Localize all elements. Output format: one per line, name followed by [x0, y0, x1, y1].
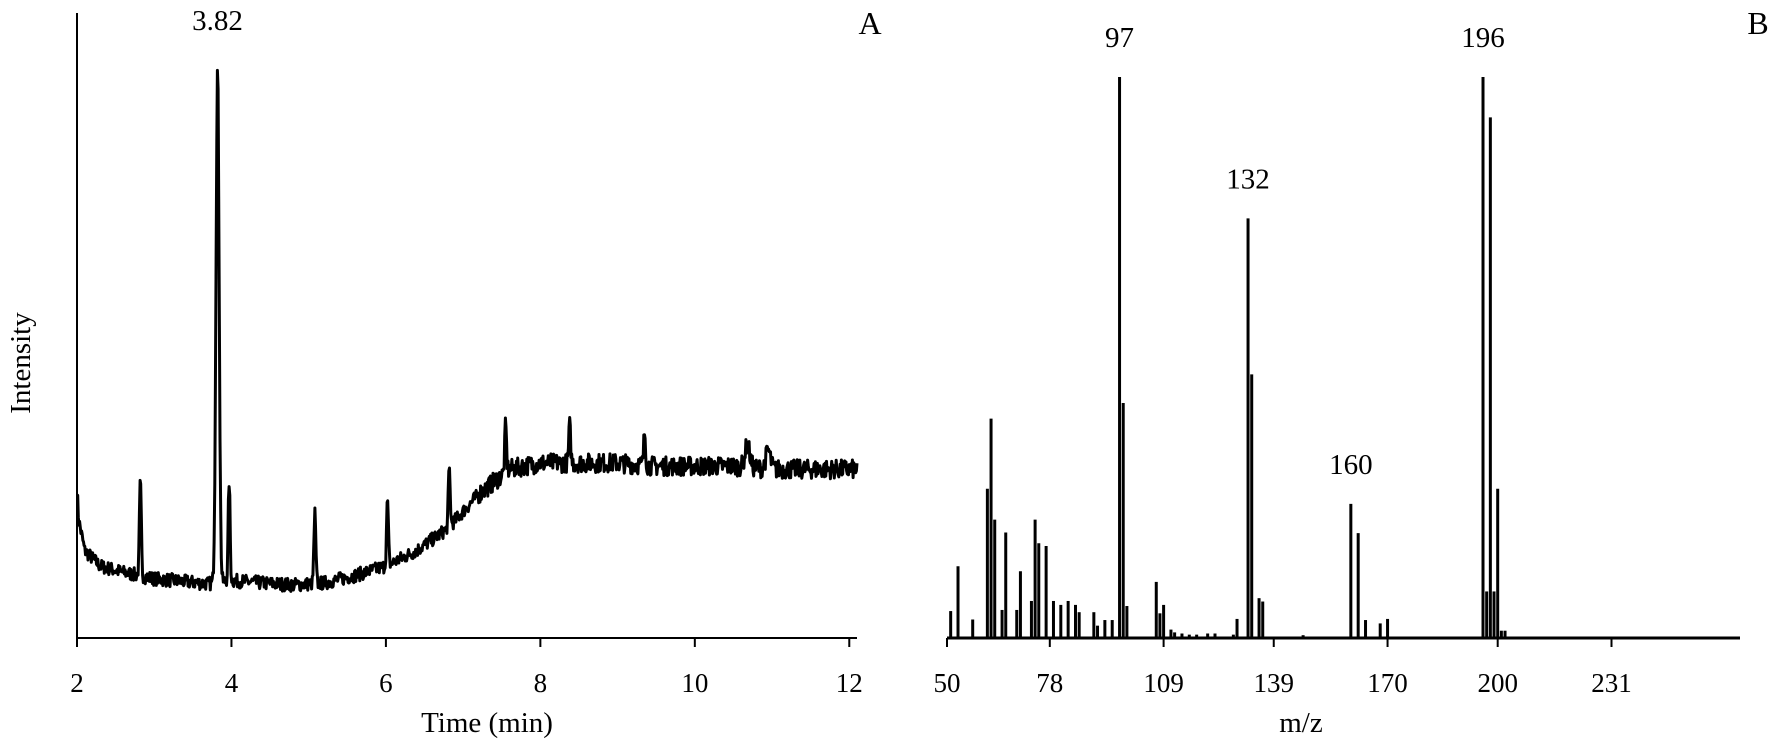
x-tick-label-a: 2 [70, 668, 84, 698]
x-tick-label-b: 139 [1253, 668, 1294, 698]
x-tick-label-b: 50 [934, 668, 961, 698]
peak-label-b: 196 [1461, 22, 1505, 54]
x-tick-label-a: 10 [681, 668, 708, 698]
x-tick-label-a: 8 [534, 668, 548, 698]
peak-label-a: 3.82 [192, 5, 243, 37]
peak-label-b: 97 [1105, 22, 1134, 54]
spectrum-bars [949, 77, 1507, 638]
x-ticks-b: 50 78 109 139 170 200 231 [934, 638, 1632, 698]
peak-label-b: 160 [1329, 449, 1373, 481]
x-ticks-a: 2 4 6 8 10 12 [70, 638, 863, 698]
x-tick-label-a: 6 [379, 668, 393, 698]
x-tick-label-b: 231 [1591, 668, 1632, 698]
x-tick-label-b: 109 [1143, 668, 1184, 698]
x-tick-label-b: 170 [1367, 668, 1408, 698]
x-tick-label-b: 78 [1036, 668, 1063, 698]
panel-label-b: B [1747, 5, 1768, 41]
panel-label-a: A [858, 5, 881, 41]
peak-labels-b: 97 132 160 196 [1105, 22, 1505, 481]
peak-labels-a: 3.82 [192, 5, 243, 37]
x-tick-label-b: 200 [1477, 668, 1518, 698]
peak-label-b: 132 [1226, 163, 1270, 195]
mass-spectrum-panel: 50 78 109 139 170 200 231 97 132 160 196 m/z B [934, 5, 1769, 739]
x-axis-label-b: m/z [1279, 707, 1323, 739]
x-tick-label-a: 12 [836, 668, 863, 698]
x-axis-label-a: Time (min) [421, 707, 553, 739]
x-tick-label-a: 4 [225, 668, 239, 698]
chromatogram-trace [76, 68, 859, 593]
y-axis-label-a: Intensity [5, 312, 37, 414]
chromatogram-panel: 2 4 6 8 10 12 3.82 Time (min) Intensity A [5, 5, 882, 739]
